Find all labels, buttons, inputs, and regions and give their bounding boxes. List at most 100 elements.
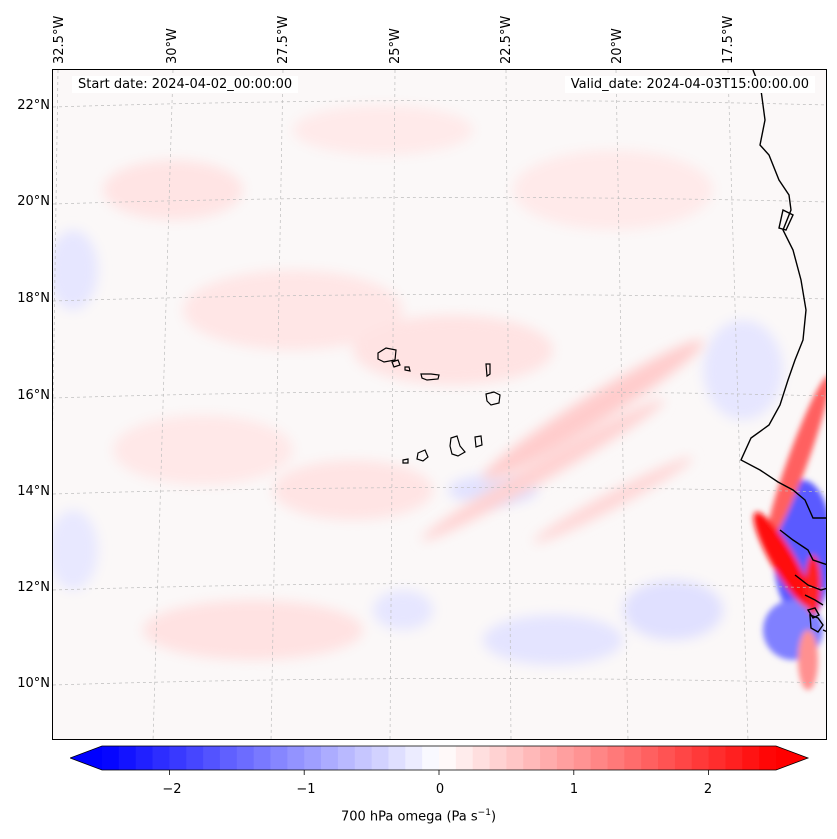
- lon-label-17-5w: 17.5°W: [721, 15, 736, 64]
- colorbar-tick-label: 2: [703, 782, 713, 797]
- weak-descent-patch: [113, 415, 293, 485]
- colorbar-swatch: [388, 746, 406, 770]
- island-sao-vicente: [391, 359, 401, 368]
- island-bijagos: [806, 607, 820, 619]
- colorbar-swatch: [573, 746, 592, 770]
- grid-lat-18: [53, 294, 826, 302]
- weak-ascent-patch: [373, 590, 433, 630]
- colorbar-swatch: [169, 746, 187, 770]
- colorbar-swatch: [725, 746, 743, 770]
- colorbar-swatch: [590, 746, 609, 770]
- coastline-cape-blanc: [778, 208, 794, 231]
- grid-lat-20: [53, 197, 826, 205]
- descent-bands: [421, 340, 704, 543]
- colorbar-swatch: [455, 746, 474, 770]
- grid-lat-12: [53, 583, 826, 591]
- weak-ascent-patch: [53, 230, 98, 310]
- weak-descent-patch: [353, 315, 553, 385]
- colorbar-swatch: [523, 746, 541, 770]
- colorbar-title: 700 hPa omega (Pa s−1): [0, 808, 837, 824]
- colorbar-swatch: [708, 746, 727, 770]
- colorbar-swatch: [135, 746, 154, 770]
- grid-lon-32-5: [53, 70, 59, 429]
- colorbar-swatch: [371, 746, 390, 770]
- lat-label-22n: 22°N: [17, 98, 50, 113]
- descent-core: [753, 511, 813, 609]
- grid-lon-22-5: [505, 70, 512, 739]
- island-santiago: [449, 435, 466, 457]
- lon-label-30w: 30°W: [165, 28, 180, 64]
- colorbar-swatch: [405, 746, 423, 770]
- weak-descent-patch: [103, 160, 243, 220]
- descent-band: [482, 340, 704, 480]
- colorbar-swatch: [236, 746, 255, 770]
- descent-band: [533, 457, 693, 543]
- cape-verde-islands: [377, 347, 501, 464]
- island-santo-antao: [377, 347, 397, 363]
- coastal-strong-signal: [753, 375, 826, 690]
- descent-band: [421, 399, 665, 541]
- omega-anomaly-patches: [53, 105, 783, 665]
- colorbar-swatch: [691, 746, 710, 770]
- island-santa-luzia: [404, 366, 411, 372]
- colorbar-swatch: [607, 746, 625, 770]
- island-sao-nicolau: [420, 373, 440, 381]
- colorbar-swatch: [674, 746, 693, 770]
- grid-lon-17-5: [727, 70, 749, 739]
- colorbar-swatch: [321, 746, 339, 770]
- colorbar-swatch: [152, 746, 170, 770]
- valid-date-label: Valid_date: 2024-04-03T15:00:00.00: [564, 76, 815, 93]
- weak-descent-patch: [293, 105, 473, 155]
- african-coastline: [740, 70, 826, 633]
- weak-descent-patch: [273, 460, 433, 520]
- lat-label-12n: 12°N: [17, 580, 50, 595]
- weak-ascent-patch: [703, 320, 783, 420]
- lat-label-20n: 20°N: [17, 194, 50, 209]
- colorbar-swatch: [102, 746, 120, 770]
- colorbar-swatch: [489, 746, 507, 770]
- weak-descent-patch: [183, 270, 403, 350]
- weak-ascent-patch: [623, 580, 723, 640]
- grid-lat-22: [53, 100, 826, 108]
- colorbar-swatch: [472, 746, 491, 770]
- grid-lon-30: [152, 70, 174, 739]
- map-panel: [52, 69, 827, 740]
- colorbar-swatch: [304, 746, 322, 770]
- lat-label-14n: 14°N: [17, 484, 50, 499]
- lon-label-20w: 20°W: [610, 28, 625, 64]
- colorbar: [70, 745, 810, 775]
- colorbar-title-exponent: −1: [477, 808, 491, 818]
- lat-label-18n: 18°N: [17, 291, 50, 306]
- grid-lon-25: [389, 70, 396, 739]
- colorbar-title-main: 700 hPa omega (Pa s: [340, 809, 478, 825]
- colorbar-title-close: ): [490, 809, 497, 825]
- colorbar-swatch: [118, 746, 137, 770]
- colorbar-tick-marks: [169, 770, 709, 775]
- grid-lon-20: [615, 70, 629, 739]
- coastline-mauritania-senegal: [740, 70, 826, 519]
- colorbar-swatch: [506, 746, 524, 770]
- colorbar-swatch: [439, 746, 457, 770]
- colorbar-swatch: [759, 746, 777, 770]
- start-date-label: Start date: 2024-04-02_00:00:00: [72, 76, 299, 93]
- grid-lat-14: [53, 487, 826, 495]
- colorbar-swatch: [624, 746, 642, 770]
- lon-label-27-5w: 27.5°W: [276, 15, 291, 64]
- grid-lat-10: [53, 678, 826, 686]
- grid-lon-27-5: [270, 70, 284, 739]
- colorbar-swatch: [658, 746, 676, 770]
- colorbar-tick-label: 0: [435, 782, 445, 797]
- island-boa-vista: [485, 391, 501, 406]
- graticule: [53, 70, 826, 739]
- colorbar-swatch: [337, 746, 356, 770]
- colorbar-extend-min: [70, 746, 102, 770]
- lon-label-32-5w: 32.5°W: [52, 15, 67, 64]
- lat-label-10n: 10°N: [17, 676, 50, 691]
- colorbar-swatch: [422, 746, 440, 770]
- coastline-gambia-guinea: [779, 529, 826, 633]
- colorbar-swatch: [641, 746, 659, 770]
- island-fogo: [416, 449, 429, 462]
- lon-label-25w: 25°W: [388, 28, 403, 64]
- colorbar-swatch: [253, 746, 272, 770]
- colorbar-swatch: [540, 746, 558, 770]
